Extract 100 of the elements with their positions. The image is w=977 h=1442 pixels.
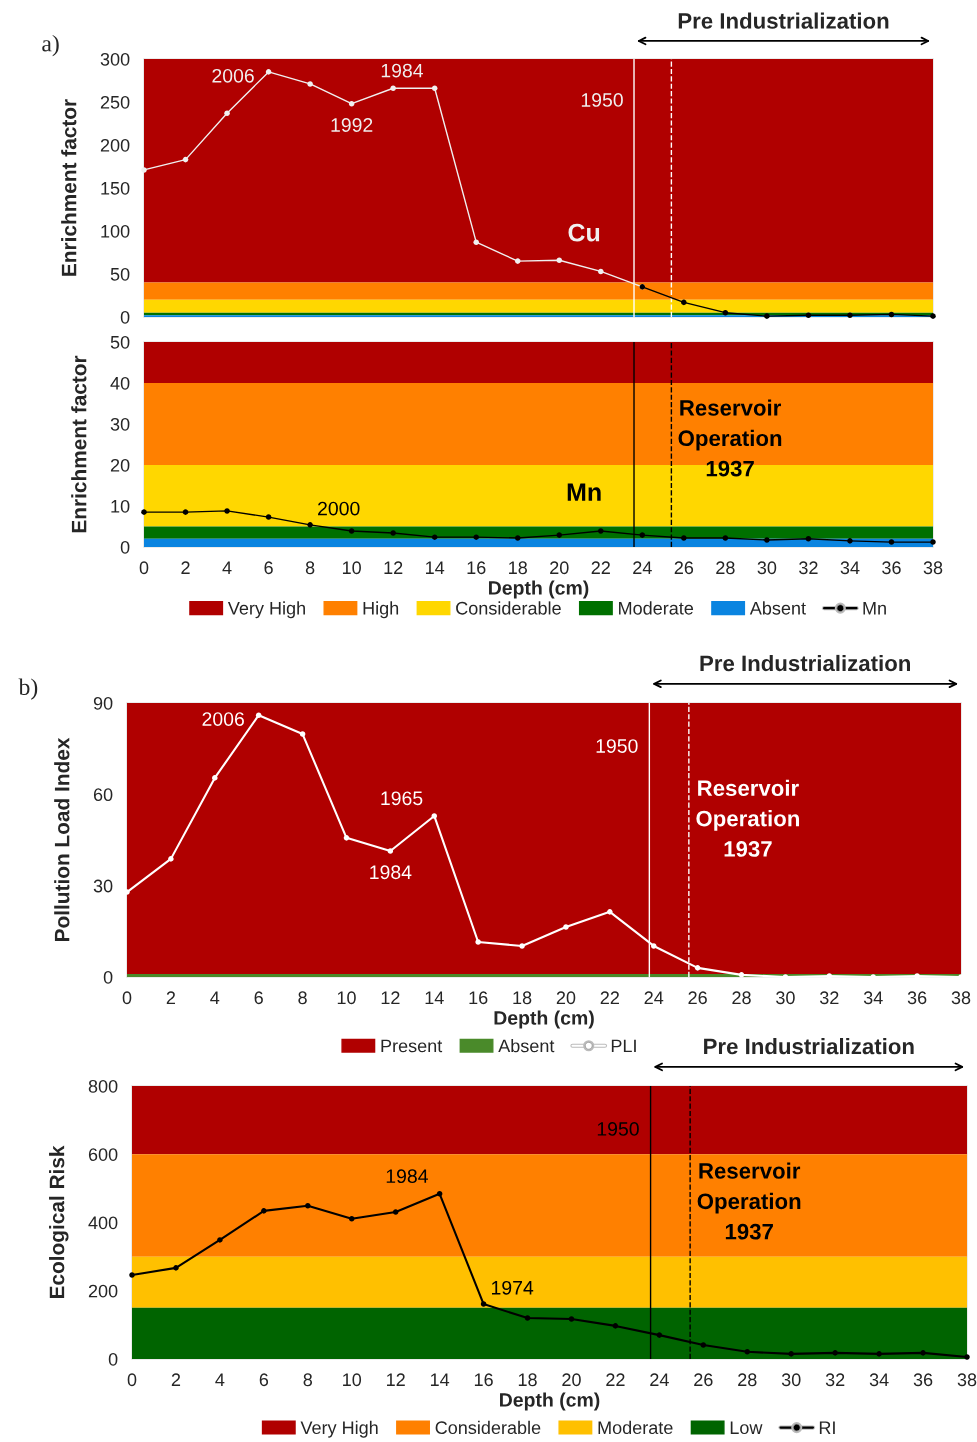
- x-tick-label: 30: [776, 991, 795, 1005]
- legend-label: Absent: [498, 1039, 555, 1053]
- x-tick-label: 12: [387, 1373, 405, 1386]
- x-tick-label: 38: [951, 991, 971, 1005]
- y-tick-label: 0: [108, 1352, 118, 1366]
- point: [805, 536, 812, 542]
- point: [475, 939, 481, 945]
- y-tick-label: 0: [120, 540, 130, 554]
- annotation: Mn: [567, 483, 601, 501]
- point: [473, 239, 479, 245]
- point: [255, 712, 262, 718]
- point: [612, 1323, 619, 1329]
- text: Pre Industrialization: [678, 12, 889, 29]
- point: [348, 100, 355, 107]
- y-tick-label: 90: [93, 696, 113, 710]
- annotation: Reservoir Operation 1937: [696, 779, 800, 857]
- legend-label: PLI: [611, 1039, 636, 1053]
- point: [480, 1301, 487, 1307]
- annotation: 2000: [318, 501, 360, 516]
- point: [224, 110, 230, 116]
- x-tick-label: 18: [513, 991, 532, 1005]
- legend-label: Absent: [749, 601, 806, 615]
- legend-label: Very High: [227, 601, 305, 619]
- x-tick-label: 28: [738, 1373, 757, 1387]
- legend-label: High: [363, 601, 399, 619]
- y-axis-title: Enrichment factor: [61, 99, 77, 276]
- point: [519, 943, 525, 949]
- point: [847, 312, 853, 319]
- point: [598, 268, 604, 275]
- point: [681, 299, 687, 306]
- x-tick-label: 28: [732, 991, 751, 1005]
- annotation: Cu: [568, 223, 600, 242]
- point: [964, 1354, 970, 1360]
- point: [307, 522, 313, 528]
- annotation: 1950: [597, 1122, 639, 1136]
- point: [390, 530, 396, 536]
- point: [348, 528, 355, 534]
- x-axis-title: Depth (cm): [494, 1010, 594, 1029]
- point: [212, 775, 218, 781]
- x-tick-label: 18: [509, 561, 527, 575]
- annotation: 1950: [596, 739, 638, 753]
- legend-label: Mn: [863, 602, 886, 615]
- point: [514, 535, 521, 541]
- point: [514, 258, 521, 264]
- legend-label: Moderate: [619, 601, 694, 615]
- point: [173, 1265, 179, 1271]
- x-tick-label: 24: [644, 991, 664, 1004]
- y-tick-label: 150: [101, 181, 130, 195]
- x-tick-label: 36: [913, 1373, 933, 1387]
- y-tick-label: 200: [100, 138, 130, 152]
- x-tick-label: 20: [562, 1373, 581, 1387]
- x-tick-label: 20: [550, 561, 569, 575]
- x-tick-label: 26: [688, 991, 707, 1005]
- point: [847, 538, 853, 544]
- point: [568, 1316, 575, 1322]
- point: [639, 532, 646, 538]
- y-tick-label: 30: [110, 417, 130, 431]
- x-tick-label: 26: [694, 1373, 713, 1387]
- x-tick-label: 10: [342, 561, 361, 575]
- point: [168, 856, 174, 862]
- y-tick-label: 100: [101, 224, 130, 238]
- y-tick-label: 200: [88, 1284, 118, 1298]
- x-tick-label: 32: [799, 561, 818, 575]
- x-tick-label: 38: [923, 561, 943, 575]
- x-tick-label: 12: [384, 561, 403, 574]
- annotation: 1984: [386, 1169, 428, 1184]
- x-tick-label: 22: [606, 1373, 625, 1386]
- point: [217, 1237, 223, 1243]
- point: [805, 312, 812, 319]
- point: [348, 1215, 355, 1222]
- point: [261, 1208, 267, 1214]
- point: [182, 509, 189, 515]
- y-axis-title: Pollution Load Index: [54, 737, 70, 942]
- x-tick-label: 16: [474, 1373, 493, 1387]
- point: [920, 1350, 926, 1356]
- point: [598, 528, 604, 534]
- x-tick-label: 12: [381, 991, 400, 1004]
- point: [888, 311, 895, 318]
- point: [129, 1272, 135, 1278]
- x-tick-label: 24: [633, 561, 652, 574]
- x-tick-label: 22: [591, 561, 610, 574]
- annotation: 1984: [381, 63, 424, 78]
- point: [431, 85, 438, 92]
- y-tick-label: 0: [120, 310, 130, 324]
- point: [431, 534, 438, 540]
- point: [307, 81, 313, 87]
- x-tick-label: 2: [171, 1373, 181, 1386]
- x-tick-label: 16: [469, 991, 488, 1005]
- point: [700, 1342, 707, 1348]
- y-tick-label: 300: [100, 52, 130, 66]
- legend-label: Considerable: [456, 601, 561, 615]
- x-tick-label: 34: [869, 1373, 889, 1387]
- annotation: 1974: [492, 1280, 534, 1295]
- annotation: 1965: [381, 791, 423, 806]
- annotation: 2006: [212, 68, 254, 83]
- point: [656, 1332, 663, 1338]
- x-tick-label: 8: [298, 991, 307, 1005]
- x-tick-label: 22: [600, 991, 619, 1004]
- point: [930, 539, 936, 545]
- x-tick-label: 14: [430, 1373, 450, 1386]
